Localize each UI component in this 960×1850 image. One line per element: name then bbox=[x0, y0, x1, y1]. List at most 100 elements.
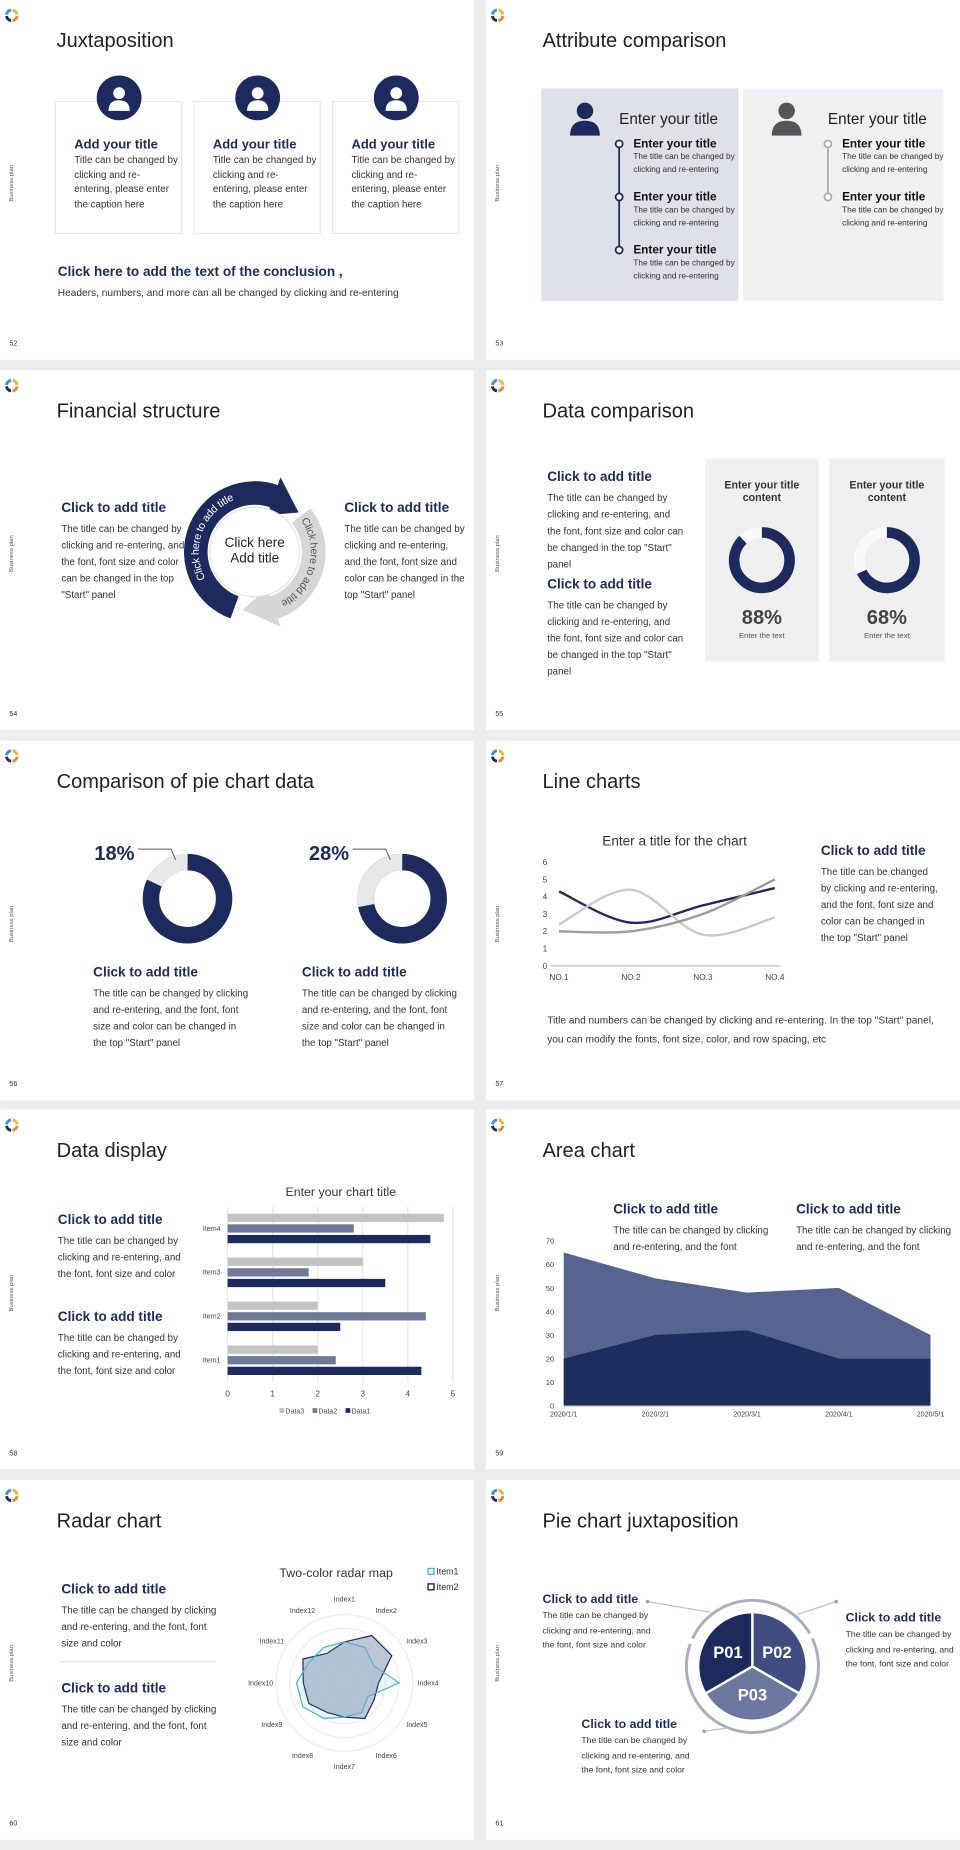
y-tick-label: 2 bbox=[543, 927, 548, 936]
legend-swatch bbox=[427, 1583, 435, 1591]
block-text: The title can be changed by clicking and… bbox=[93, 987, 249, 1049]
ring-arrow bbox=[267, 477, 299, 516]
slide-title: Comparison of pie chart data bbox=[56, 770, 315, 793]
slide: Two-color radar map Index1 Index2 Index3 Ind… bbox=[0, 1480, 475, 1840]
x-tick-label: NO.2 bbox=[621, 973, 641, 982]
slide-number: 56 bbox=[9, 1081, 18, 1089]
ring-arc bbox=[268, 508, 326, 620]
y-tick-label: 20 bbox=[546, 1355, 555, 1364]
slide: Click here to add title Click here to add… bbox=[0, 370, 475, 731]
x-tick-label: 5 bbox=[451, 1389, 456, 1398]
axis-label: Index9 bbox=[261, 1722, 282, 1729]
block-title: Click to add title bbox=[542, 1592, 639, 1607]
icon-head bbox=[778, 102, 795, 120]
item-text: The title can be changed by clicking and… bbox=[842, 153, 944, 174]
segment-label: P01 bbox=[713, 1644, 742, 1662]
icon-head bbox=[576, 102, 594, 120]
bar bbox=[227, 1345, 318, 1354]
icon-body bbox=[247, 100, 269, 111]
slide-number: 55 bbox=[495, 711, 504, 719]
logo bbox=[12, 756, 19, 763]
slide-title: Radar chart bbox=[56, 1509, 162, 1532]
x-tick-label: 2020/5/1 bbox=[917, 1411, 945, 1418]
block-text: The title can be changed by clicking and… bbox=[57, 1331, 181, 1377]
center-label: Click here bbox=[225, 535, 285, 550]
block-title: Click to add title bbox=[61, 501, 167, 516]
axis-label: Index4 bbox=[417, 1680, 438, 1687]
bar bbox=[227, 1356, 336, 1365]
item-title: Enter your title bbox=[633, 137, 717, 151]
logo bbox=[497, 1488, 505, 1496]
y-tick-label: 0 bbox=[543, 962, 548, 971]
panel-heading: Enter your title bbox=[827, 109, 927, 128]
y-tick-label: 6 bbox=[543, 858, 548, 867]
chart-title: Enter a title for the chart bbox=[602, 834, 747, 849]
x-tick-label: 0 bbox=[225, 1389, 230, 1398]
value-label: 28% bbox=[308, 842, 350, 865]
block-text: The title can be changed by clicking and… bbox=[796, 1224, 952, 1253]
line bbox=[558, 888, 776, 937]
x-tick-label: 2020/3/1 bbox=[733, 1411, 761, 1418]
card bbox=[54, 100, 183, 235]
slide: Business plan 53 Attribute comparison Enter… bbox=[485, 0, 960, 360]
item-title: Enter your title bbox=[842, 137, 926, 151]
slide: 0 10 20 30 40 50 60 70 2020/1/1 2020/2/1 2020/3/1 2… bbox=[485, 1109, 960, 1470]
side-label: Business plan bbox=[8, 164, 16, 202]
logo bbox=[5, 1495, 12, 1503]
legend-label: Data3 bbox=[285, 1408, 304, 1415]
logo bbox=[497, 1495, 505, 1503]
card bbox=[331, 100, 460, 235]
outer-ring bbox=[684, 1643, 747, 1734]
x-tick-label: 1 bbox=[270, 1389, 275, 1398]
logo bbox=[497, 15, 505, 23]
timeline-dot bbox=[614, 139, 624, 149]
logo bbox=[5, 749, 12, 756]
y-tick-label: 60 bbox=[546, 1260, 555, 1269]
block-title: Click to add title bbox=[845, 1611, 942, 1626]
y-tick-label: Item2 bbox=[203, 1314, 221, 1321]
slide: Enter your chart title 0 1 2 3 4 5 Item1 Item2 It… bbox=[0, 1109, 475, 1470]
slide-title: Financial structure bbox=[56, 399, 221, 423]
side-label: Business plan bbox=[8, 1274, 16, 1312]
leader-line bbox=[137, 848, 177, 860]
slide-graphics bbox=[490, 8, 944, 301]
block-text: The title can be changed by clicking and… bbox=[613, 1224, 769, 1253]
note: Title and numbers can be changed by clic… bbox=[547, 1014, 934, 1045]
block-title: Click to add title bbox=[344, 501, 450, 516]
value-label: 18% bbox=[94, 842, 135, 865]
legend-label: Item2 bbox=[436, 1582, 458, 1592]
x-tick-label: 3 bbox=[360, 1389, 365, 1398]
block-text: The title can be changed by clicking and… bbox=[61, 1603, 217, 1649]
slide-graphics: Two-color radar map Index1 Index2 Index3 Ind… bbox=[5, 1488, 459, 1771]
block-text: The title can be changed by clicking and… bbox=[301, 987, 457, 1049]
logo bbox=[5, 378, 12, 386]
block-title: Click to add title bbox=[301, 965, 407, 981]
bar bbox=[227, 1301, 318, 1310]
slide-number: 61 bbox=[495, 1820, 504, 1829]
logo bbox=[490, 1125, 498, 1132]
bar bbox=[227, 1234, 431, 1244]
axis-label: Index6 bbox=[376, 1753, 397, 1760]
block-text: The title can be changed by clicking and… bbox=[542, 1609, 651, 1650]
side-label: Business plan bbox=[494, 1274, 502, 1312]
slide-graphics: Enter a title for the chart 0 1 2 3 4 5 6 NO.1 NO… bbox=[490, 749, 785, 982]
axis-label: Index3 bbox=[406, 1638, 427, 1645]
block-title: Click to add title bbox=[547, 470, 652, 485]
value-label: 88% bbox=[741, 606, 782, 629]
axis-label: Index2 bbox=[376, 1608, 397, 1615]
logo bbox=[497, 1125, 505, 1132]
logo bbox=[12, 749, 19, 756]
card-title: Enter your title content bbox=[849, 478, 925, 504]
timeline-dot bbox=[614, 192, 624, 202]
logo bbox=[12, 1495, 19, 1503]
y-tick-label: 30 bbox=[546, 1331, 555, 1340]
outer-ring bbox=[746, 1637, 820, 1734]
x-tick-label: NO.4 bbox=[765, 973, 785, 982]
connector bbox=[797, 1601, 837, 1616]
note: Headers, numbers, and more can all be ch… bbox=[57, 286, 399, 299]
item-title: Enter your title bbox=[633, 191, 717, 205]
logo bbox=[490, 749, 498, 756]
pie-segment bbox=[703, 1665, 802, 1722]
block-title: Click to add title bbox=[57, 1213, 163, 1228]
